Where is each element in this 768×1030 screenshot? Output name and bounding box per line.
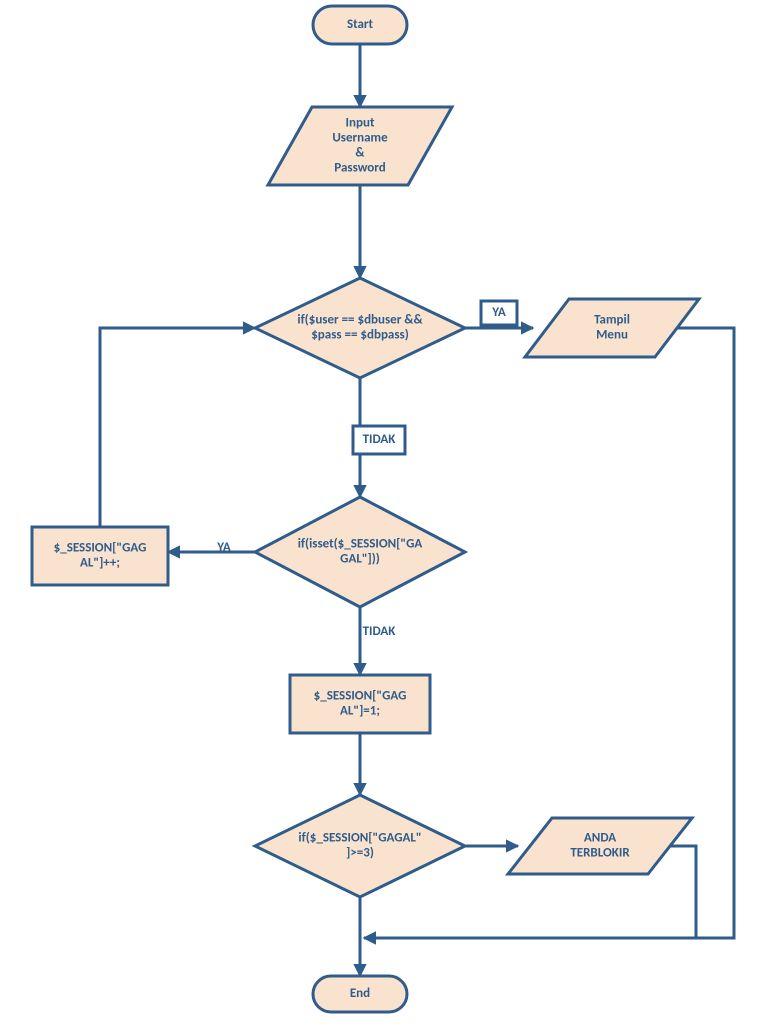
svg-text:]>=3): ]>=3) — [346, 846, 374, 861]
svg-text:Menu: Menu — [596, 328, 628, 343]
svg-text:$_SESSION["GAG: $_SESSION["GAG — [54, 541, 147, 556]
svg-text:if(isset($_SESSION["GA: if(isset($_SESSION["GA — [298, 537, 423, 552]
svg-text:$pass == $dbpass): $pass == $dbpass) — [311, 328, 409, 343]
edge-label-2: YA — [491, 305, 506, 320]
svg-text:ANDA: ANDA — [584, 831, 616, 846]
svg-text:End: End — [350, 986, 370, 1001]
svg-text:GAL"])): GAL"])) — [340, 552, 380, 567]
svg-text:if($user == $dbuser &&: if($user == $dbuser && — [297, 313, 423, 328]
svg-text:AL"]++;: AL"]++; — [80, 556, 120, 571]
flowchart: Start InputUsername&Password if($user == $… — [0, 0, 768, 1030]
svg-text:AL"]=1;: AL"]=1; — [340, 704, 380, 719]
edge-label-3: TIDAK — [363, 432, 397, 447]
svg-text:if($_SESSION["GAGAL": if($_SESSION["GAGAL" — [298, 831, 421, 846]
edge-11 — [100, 328, 255, 527]
svg-text:Username: Username — [332, 131, 388, 146]
svg-text:Tampil: Tampil — [594, 313, 630, 328]
svg-text:$_SESSION["GAG: $_SESSION["GAG — [314, 689, 407, 704]
svg-text:&: & — [355, 146, 365, 161]
svg-text:TERBLOKIR: TERBLOKIR — [570, 846, 630, 861]
svg-text:Input: Input — [346, 116, 375, 131]
edge-label-5: TIDAK — [363, 624, 397, 639]
edge-label-4: YA — [216, 540, 231, 555]
svg-text:Start: Start — [347, 17, 374, 32]
svg-text:Password: Password — [334, 161, 385, 176]
